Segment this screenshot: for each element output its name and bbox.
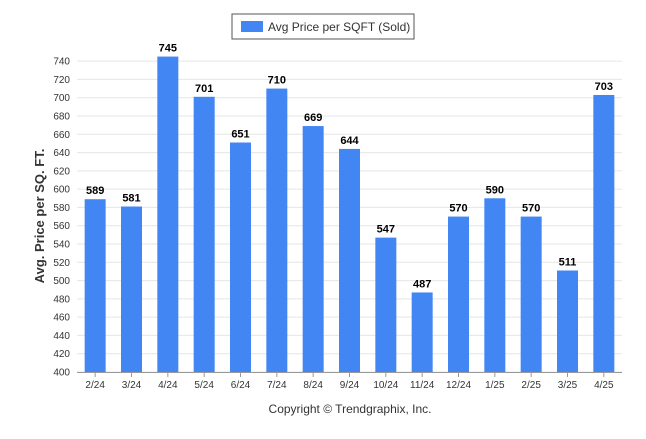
bar-value-label: 710 [268,75,286,87]
x-tick-label: 3/24 [122,380,142,391]
y-tick-label: 400 [53,368,70,379]
bar-value-label: 669 [304,112,322,124]
y-tick-label: 520 [53,258,70,269]
y-tick-label: 620 [53,166,70,177]
bars [84,56,615,373]
y-tick-label: 740 [53,57,70,68]
x-tick-label: 11/24 [410,380,435,391]
bar-value-label: 644 [340,135,359,147]
bar [484,198,506,372]
y-tick-label: 480 [53,294,70,305]
y-tick-label: 440 [53,331,70,342]
bar-value-label: 745 [159,43,177,55]
x-tick-label: 5/24 [194,380,214,391]
y-tick-label: 540 [53,240,70,251]
bar [121,206,142,372]
y-tick-label: 600 [53,185,70,196]
bar [302,126,324,372]
x-tick-label: 2/24 [85,380,105,391]
bar [157,56,179,372]
bar-value-label: 703 [595,81,613,93]
bar-value-label: 589 [86,185,104,197]
x-tick-label: 4/24 [158,380,178,391]
value-labels: 589 581 745 701 651 710 669 644 547 487 570 590 570 5… [86,43,613,291]
legend[interactable]: Avg Price per SQFT (Sold) [231,13,415,40]
bar-value-label: 547 [377,224,395,236]
y-tick-label: 500 [53,276,70,287]
x-tick-label: 9/24 [340,380,360,391]
bar [84,199,106,372]
bar-value-label: 590 [486,184,504,196]
x-tick-label: 12/24 [446,380,471,391]
bar [193,96,215,373]
bar-value-label: 701 [195,83,213,95]
x-tick-label: 3/25 [558,380,578,391]
legend-label: Avg Price per SQFT (Sold) [268,20,410,34]
bar-value-label: 570 [449,203,467,215]
y-tick-label: 660 [53,130,70,141]
x-tick-label: 1/25 [485,380,505,391]
y-tick-label: 640 [53,148,70,159]
bar [230,142,251,372]
y-tick-label: 720 [53,75,70,86]
x-tick-label: 7/24 [267,380,287,391]
x-tick-label: 4/25 [594,380,614,391]
y-tick-label: 420 [53,349,70,360]
y-tick-label: 700 [53,93,70,104]
bar [593,94,615,372]
x-tick-label: 10/24 [373,380,398,391]
y-axis-ticks: 400 420 440 460 480 500 520 540 560 580 600 620 640 6… [53,57,70,379]
bar [557,270,578,372]
bar [448,216,469,372]
x-tick-label: 2/25 [521,380,541,391]
y-tick-label: 580 [53,203,70,214]
x-tick-label: 8/24 [303,380,323,391]
y-tick-label: 680 [53,112,70,123]
bar-value-label: 651 [231,129,249,141]
bar-value-label: 511 [559,257,577,269]
bar-value-label: 581 [122,193,140,205]
x-axis-ticks: 2/24 3/24 4/24 5/24 6/24 7/24 8/24 9/24 10/24 11/… [85,372,614,391]
copyright-text: Copyright © Trendgraphix, Inc. [269,402,432,416]
bar-value-label: 570 [522,203,540,215]
bar [375,237,397,372]
bar [411,292,433,372]
legend-swatch [241,21,263,32]
y-tick-label: 460 [53,313,70,324]
bar [520,216,542,372]
y-tick-label: 560 [53,221,70,232]
x-tick-label: 6/24 [231,380,251,391]
bar [339,148,360,372]
bar-value-label: 487 [413,278,431,290]
y-axis-title: Avg. Price per SQ. FT. [32,149,47,284]
bar [266,88,288,373]
